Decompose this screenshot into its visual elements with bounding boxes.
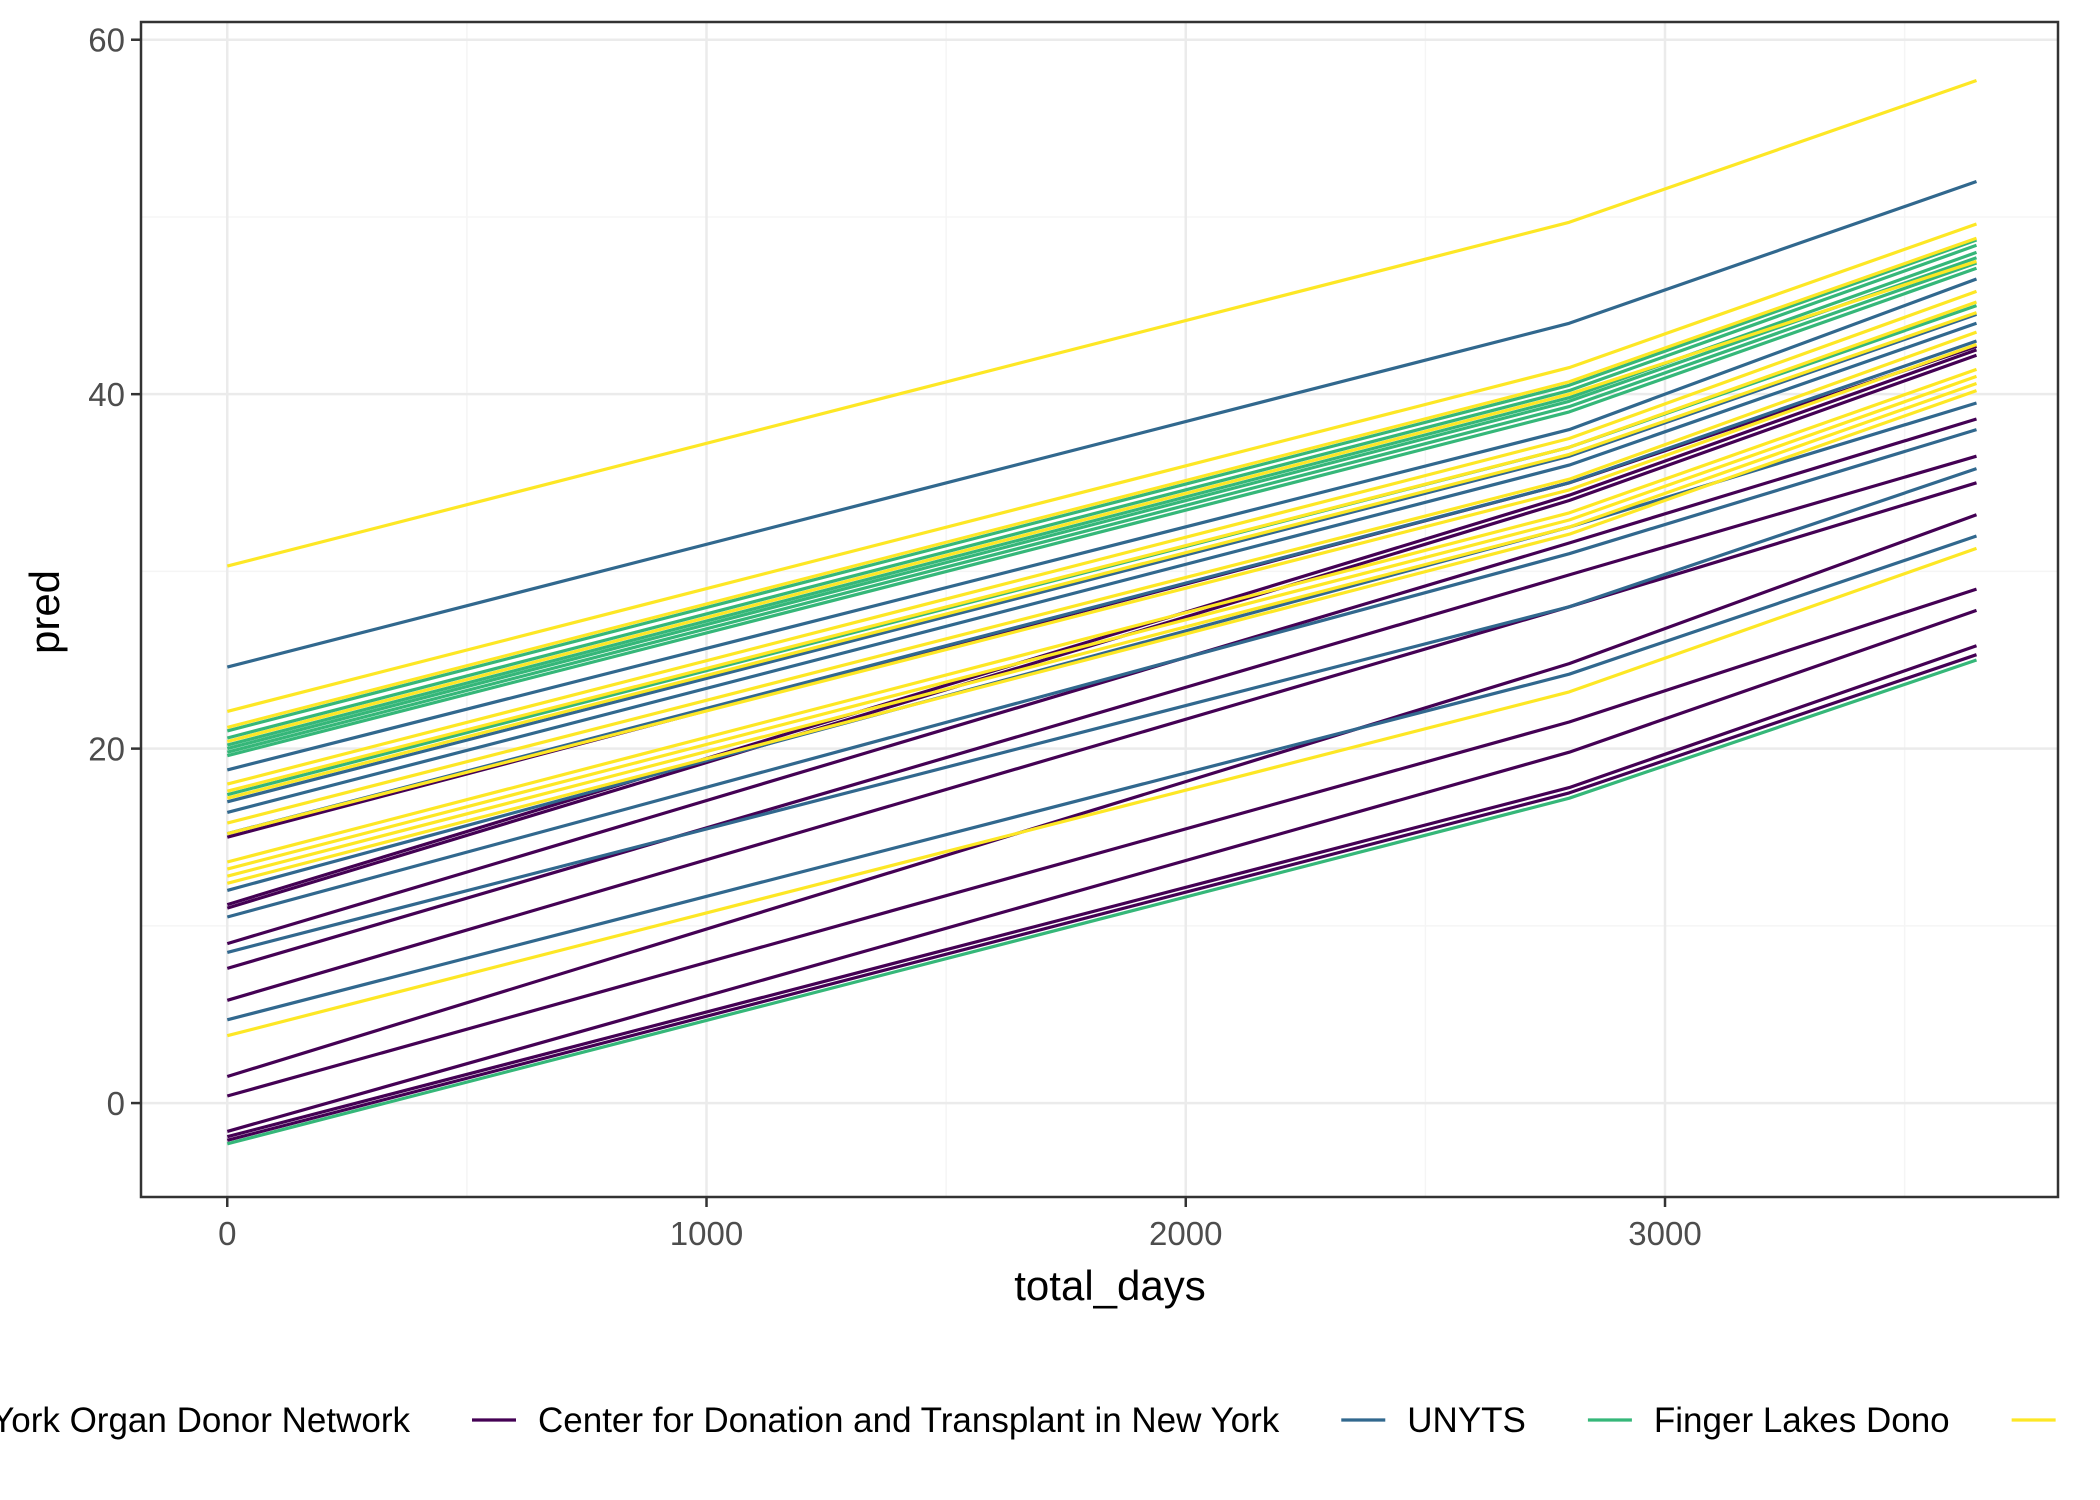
x-tick-label: 1000 (670, 1215, 743, 1252)
minor-gridlines (141, 22, 2058, 1197)
series-line (226, 261, 1978, 754)
series-line (226, 304, 1978, 797)
x-tick-label: 2000 (1149, 1215, 1222, 1252)
series-line (226, 653, 1978, 1142)
y-tick-label: 20 (88, 731, 125, 768)
series-line (226, 330, 1978, 825)
x-axis: 0 1000 2000 3000 (218, 1197, 1702, 1252)
series-line (226, 353, 1978, 910)
x-axis-title: total_days (1014, 1262, 1205, 1309)
series-line (226, 266, 1978, 758)
series-line (226, 608, 1978, 1133)
series-line (226, 389, 1978, 885)
series-line (226, 321, 1978, 814)
x-tick-label: 3000 (1628, 1215, 1701, 1252)
series-line (226, 243, 1978, 740)
series-line (226, 587, 1977, 1098)
series-line (226, 342, 1978, 836)
legend-label: UNYTS (1407, 1401, 1526, 1440)
x-tick-label: 0 (218, 1215, 236, 1252)
y-axis: 0 20 40 60 (88, 22, 141, 1122)
series-line (226, 658, 1978, 1146)
y-tick-label: 60 (88, 22, 125, 59)
series-line (226, 374, 1978, 871)
series-line (226, 381, 1978, 878)
series-line (226, 312, 1978, 804)
series-line (226, 428, 1977, 919)
series-line (226, 78, 1978, 568)
series-line (226, 259, 1977, 744)
y-tick-label: 0 (107, 1085, 125, 1122)
series-line (226, 179, 1978, 669)
panel-border (139, 20, 2060, 1199)
series-line (226, 277, 1978, 772)
series-line (226, 300, 1978, 793)
y-tick-label: 40 (88, 376, 125, 413)
series-line (226, 546, 1978, 1038)
legend-label: Finger Lakes Dono (1654, 1401, 1950, 1440)
legend-label: New York Organ Donor Network (0, 1401, 410, 1440)
series-line (226, 513, 1978, 1079)
legend-label: Center for Donation and Transplant in Ne… (538, 1401, 1280, 1440)
series-line (226, 417, 1977, 946)
series-lines (226, 78, 1978, 1146)
y-axis-title: pred (21, 570, 68, 654)
series-line (226, 289, 1978, 786)
series-line (226, 236, 1978, 729)
series-line (226, 222, 1978, 713)
legend: New York Organ Donor Network Center for D… (0, 1401, 2056, 1440)
series-line (226, 238, 1978, 733)
series-line (226, 644, 1978, 1139)
series-line (226, 467, 1978, 954)
series-line (226, 339, 1978, 836)
series-line (226, 534, 1978, 1022)
series-line (226, 250, 1978, 747)
series-line (226, 367, 1978, 864)
series-line (226, 311, 1978, 800)
